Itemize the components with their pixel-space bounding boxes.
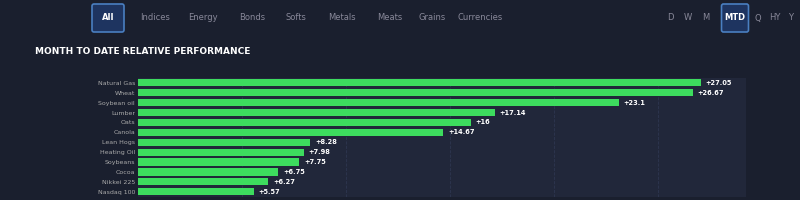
Bar: [138, 99, 618, 106]
Text: Q: Q: [754, 14, 762, 22]
Text: +6.27: +6.27: [273, 179, 295, 185]
Text: Y: Y: [789, 14, 794, 22]
Text: +23.1: +23.1: [623, 100, 646, 106]
Text: +14.67: +14.67: [448, 129, 474, 135]
Text: Currencies: Currencies: [458, 14, 502, 22]
Text: +6.75: +6.75: [283, 169, 305, 175]
Text: +5.57: +5.57: [258, 189, 280, 195]
Text: W: W: [684, 14, 692, 22]
Text: +26.67: +26.67: [698, 90, 724, 96]
Text: Metals: Metals: [328, 14, 356, 22]
Text: +7.98: +7.98: [309, 149, 330, 155]
Bar: [138, 89, 693, 96]
Bar: [138, 168, 278, 176]
Text: MTD: MTD: [725, 14, 746, 22]
Bar: [138, 119, 470, 126]
Text: +8.28: +8.28: [315, 139, 337, 145]
Text: +27.05: +27.05: [706, 80, 732, 86]
Text: Indices: Indices: [140, 14, 170, 22]
FancyBboxPatch shape: [92, 4, 124, 32]
Bar: [138, 139, 310, 146]
Text: All: All: [102, 14, 114, 22]
Text: D: D: [666, 14, 674, 22]
Text: HY: HY: [770, 14, 781, 22]
Bar: [138, 79, 701, 86]
Text: MONTH TO DATE RELATIVE PERFORMANCE: MONTH TO DATE RELATIVE PERFORMANCE: [35, 47, 250, 56]
Bar: [138, 129, 443, 136]
FancyBboxPatch shape: [722, 4, 749, 32]
Bar: [138, 188, 254, 195]
Text: Energy: Energy: [188, 14, 218, 22]
Text: Meats: Meats: [378, 14, 402, 22]
Bar: [138, 109, 494, 116]
Bar: [138, 149, 304, 156]
Text: Bonds: Bonds: [239, 14, 265, 22]
Text: +17.14: +17.14: [499, 110, 526, 116]
Text: Grains: Grains: [418, 14, 446, 22]
Text: +16: +16: [476, 119, 490, 125]
Text: M: M: [702, 14, 710, 22]
Text: Softs: Softs: [286, 14, 306, 22]
Bar: [138, 178, 268, 185]
Bar: [138, 158, 299, 166]
Text: +7.75: +7.75: [304, 159, 326, 165]
